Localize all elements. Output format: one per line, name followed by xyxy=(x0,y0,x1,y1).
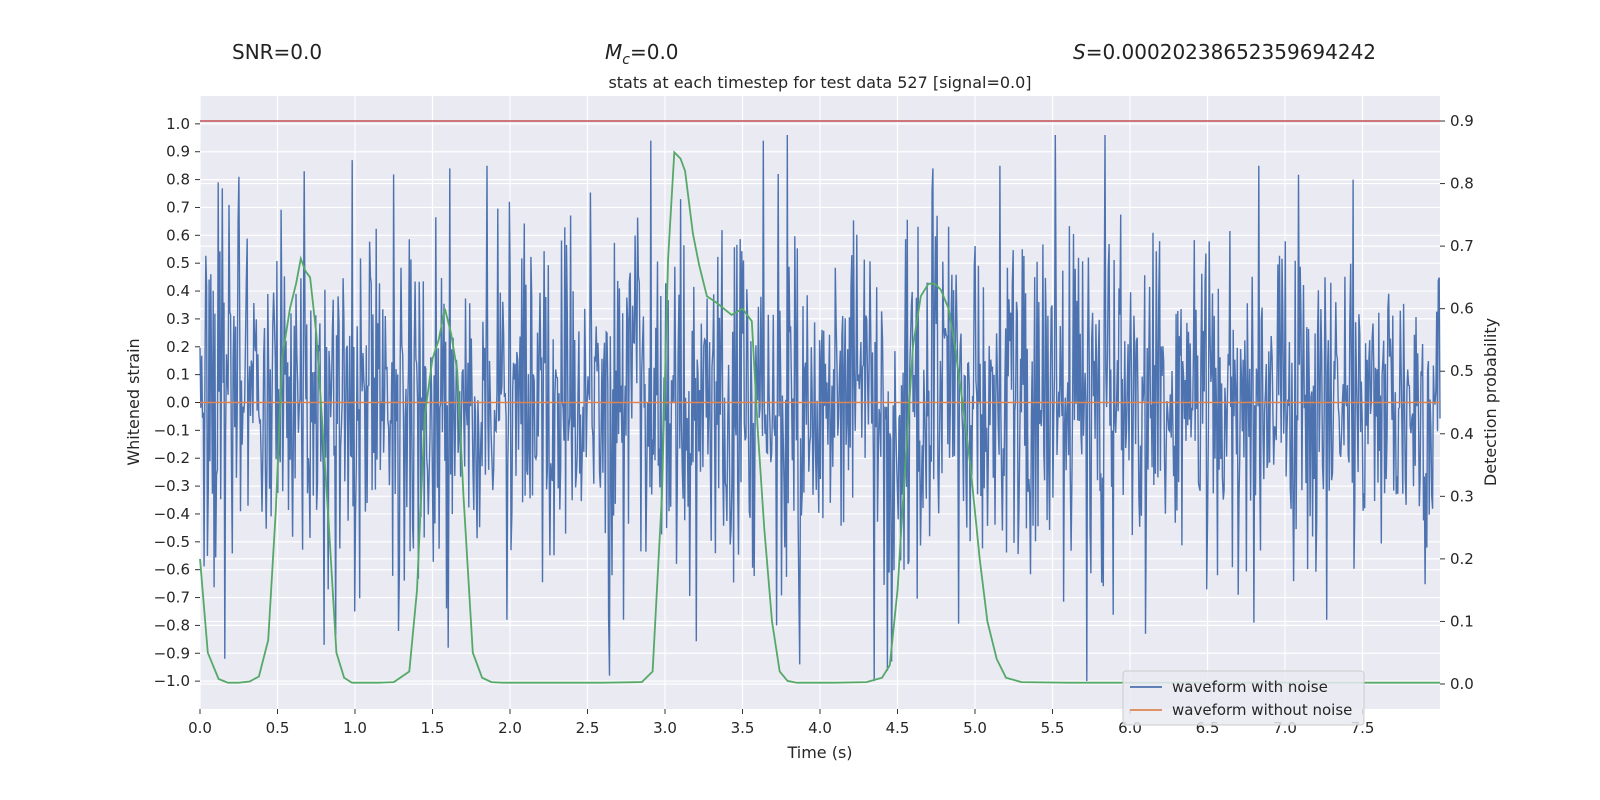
x-tick-label: 2.0 xyxy=(498,719,522,737)
y-tick-label: 0.8 xyxy=(166,171,190,189)
y-tick-label: −0.5 xyxy=(154,533,190,551)
y-tick-label: 0.6 xyxy=(166,226,190,244)
x-tick-label: 3.0 xyxy=(653,719,677,737)
y-tick-label: 0.7 xyxy=(166,198,190,216)
y-tick-label: 0.0 xyxy=(166,394,190,412)
y-tick-label: −0.2 xyxy=(154,449,190,467)
x-tick-label: 2.5 xyxy=(576,719,600,737)
y-tick-label: −0.9 xyxy=(154,644,190,662)
x-tick-label: 4.0 xyxy=(808,719,832,737)
s-stat-label: S=0.00020238652359694242 xyxy=(1073,40,1376,64)
snr-label: SNR=0.0 xyxy=(232,40,323,64)
y-tick-label: 0.3 xyxy=(166,310,190,328)
y-tick-label: −0.4 xyxy=(154,505,190,523)
x-tick-label: 0.0 xyxy=(188,719,212,737)
x-tick-label: 5.5 xyxy=(1041,719,1065,737)
y-tick-label: 0.2 xyxy=(166,338,190,356)
y-tick-label: 0.4 xyxy=(166,282,190,300)
legend: waveform with noise waveform without nois… xyxy=(1122,670,1365,726)
y-tick-label: 0.1 xyxy=(166,366,190,384)
y-tick-label: −0.3 xyxy=(154,477,190,495)
x-tick-label: 0.5 xyxy=(266,719,290,737)
y2-tick-label: 0.4 xyxy=(1450,425,1474,443)
mc-symbol: M xyxy=(605,40,623,64)
probability-curve xyxy=(199,150,1440,684)
y2-tick-label: 0.3 xyxy=(1450,487,1474,505)
mc-value: =0.0 xyxy=(629,40,679,64)
legend-label: waveform with noise xyxy=(1172,678,1328,696)
legend-label: waveform without noise xyxy=(1172,701,1352,719)
y-tick-label: 0.5 xyxy=(166,254,190,272)
y2-tick-label: 0.8 xyxy=(1450,175,1474,193)
s-value: =0.00020238652359694242 xyxy=(1085,40,1377,64)
x-tick-label: 3.5 xyxy=(731,719,755,737)
y2-tick-label: 0.0 xyxy=(1450,675,1474,693)
chirp-mass-label: Mc=0.0 xyxy=(605,40,679,68)
y-tick-label: −1.0 xyxy=(154,672,190,690)
y2-tick-label: 0.9 xyxy=(1450,112,1474,130)
y-tick-label: −0.1 xyxy=(154,421,190,439)
y2-tick-label: 0.5 xyxy=(1450,362,1474,380)
x-tick-label: 1.5 xyxy=(421,719,445,737)
x-tick-label: 4.5 xyxy=(886,719,910,737)
y-axis-label: Whitened strain xyxy=(124,338,143,465)
noisy-waveform-line xyxy=(199,134,1441,682)
y-tick-label: 1.0 xyxy=(166,115,190,133)
x-tick-label: 5.0 xyxy=(963,719,987,737)
y-tick-label: −0.8 xyxy=(154,616,190,634)
x-axis-label: Time (s) xyxy=(786,743,852,762)
y2-tick-label: 0.6 xyxy=(1450,300,1474,318)
y2-tick-label: 0.7 xyxy=(1450,237,1474,255)
noisy-waveform xyxy=(199,134,1441,682)
y2-tick-label: 0.2 xyxy=(1450,550,1474,568)
legend-box xyxy=(1122,670,1365,726)
x-tick-label: 1.0 xyxy=(343,719,367,737)
y2-axis-label: Detection probability xyxy=(1481,318,1500,486)
s-symbol: S xyxy=(1073,40,1086,64)
mc-subscript: c xyxy=(622,52,630,68)
probability-line xyxy=(199,150,1440,684)
y-tick-label: 0.9 xyxy=(166,143,190,161)
y-tick-label: −0.7 xyxy=(154,589,190,607)
y-tick-label: −0.6 xyxy=(154,561,190,579)
chart-title: stats at each timestep for test data 527… xyxy=(608,73,1031,92)
axes: 0.0 0.5 1.0 1.5 2.0 2.5 3.0 3.5 4.0 4.5 5.0 5.5 6.0 6… xyxy=(154,112,1474,737)
y2-tick-label: 0.1 xyxy=(1450,612,1474,630)
